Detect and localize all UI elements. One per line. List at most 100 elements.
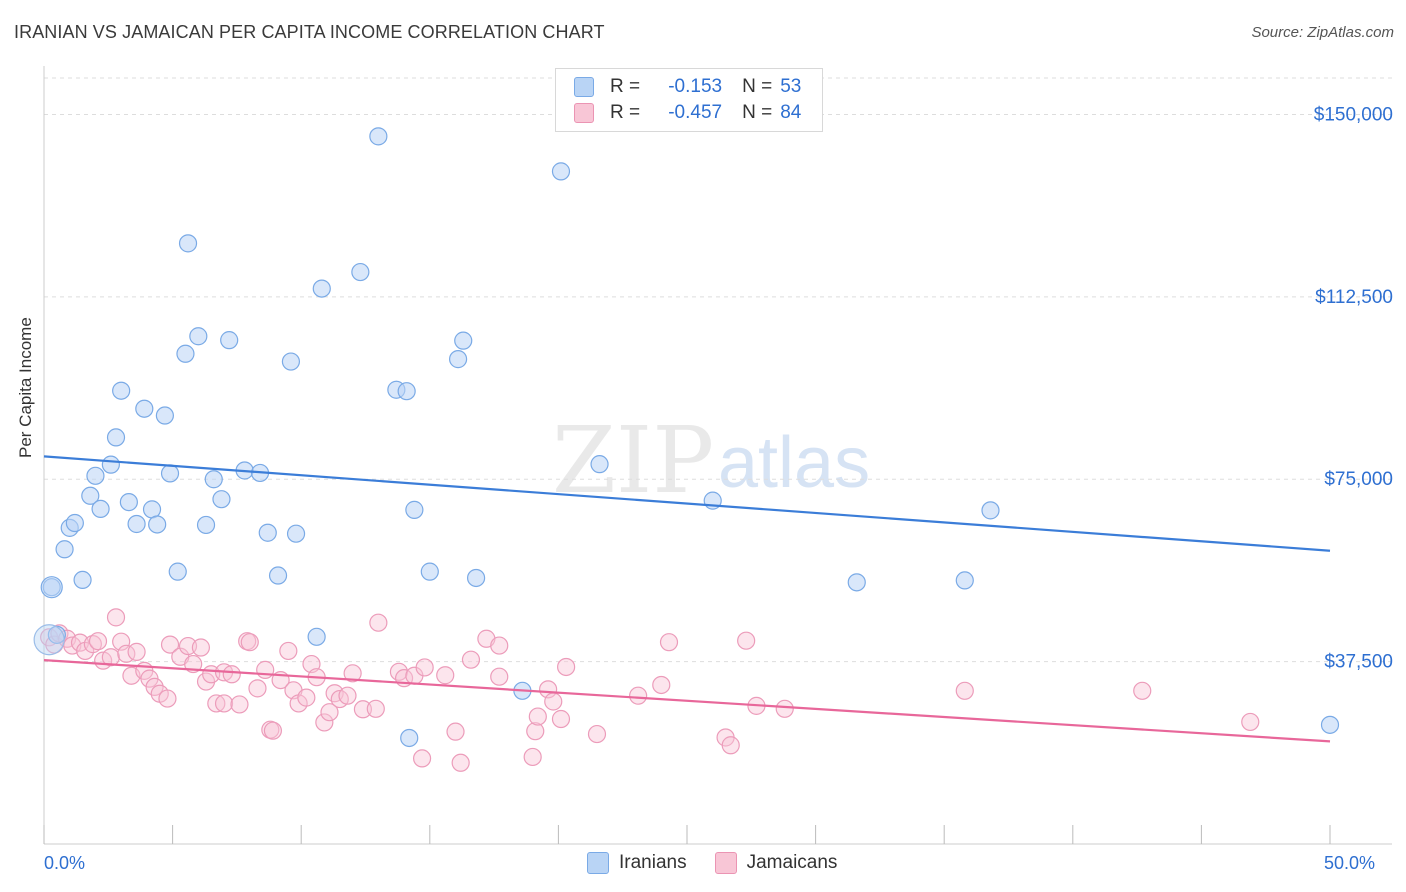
jamaican-point bbox=[775, 699, 794, 718]
jamaican-point bbox=[106, 608, 126, 627]
iranians-swatch bbox=[574, 77, 594, 97]
jamaican-point bbox=[526, 722, 545, 741]
iranian-point bbox=[212, 490, 231, 509]
iranian-point bbox=[160, 464, 180, 483]
jamaican-point bbox=[490, 667, 509, 686]
iranian-point bbox=[91, 499, 110, 519]
jamaicans-trend-line bbox=[43, 659, 1331, 743]
iranian-point bbox=[196, 515, 216, 535]
jamaican-point bbox=[366, 699, 385, 718]
iranian-point bbox=[33, 624, 65, 656]
jamaican-point bbox=[248, 679, 267, 698]
jamaicans-swatch bbox=[574, 103, 594, 123]
iranian-point bbox=[847, 573, 866, 592]
iranian-point bbox=[307, 627, 326, 646]
source-label: Source: ZipAtlas.com bbox=[1251, 24, 1394, 41]
iranian-point bbox=[73, 570, 92, 590]
iranian-point bbox=[454, 331, 473, 350]
jamaican-point bbox=[587, 724, 607, 744]
iranian-point bbox=[420, 562, 439, 581]
jamaican-point bbox=[297, 688, 316, 707]
jamaican-point bbox=[369, 613, 388, 632]
iranian-point bbox=[351, 262, 370, 282]
r-value: -0.153 bbox=[668, 76, 723, 97]
iranian-point bbox=[281, 352, 301, 371]
jamaican-point bbox=[127, 642, 146, 661]
iranian-point bbox=[286, 524, 306, 543]
jamaican-point bbox=[83, 635, 102, 654]
jamaican-point bbox=[207, 694, 226, 713]
jamaican-point bbox=[222, 665, 241, 684]
legend-label-iranians: Iranians bbox=[619, 852, 687, 873]
jamaican-point bbox=[551, 709, 571, 729]
jamaican-point bbox=[1241, 712, 1260, 732]
iranian-point bbox=[55, 540, 74, 559]
jamaican-point bbox=[1133, 681, 1152, 700]
jamaican-point bbox=[240, 633, 259, 652]
jamaican-point bbox=[415, 658, 434, 677]
legend-item-iranians[interactable]: Iranians bbox=[587, 852, 687, 874]
stats-legend: R = -0.153 N = 53 R = -0.457 N = 84 bbox=[555, 68, 823, 132]
iranian-point bbox=[397, 382, 416, 401]
iranian-point bbox=[955, 571, 974, 590]
legend-row-iranians: R = -0.153 N = 53 bbox=[574, 75, 801, 99]
jamaican-point bbox=[490, 636, 509, 655]
legend-item-jamaicans[interactable]: Jamaicans bbox=[714, 852, 838, 874]
jamaican-point bbox=[88, 632, 108, 651]
jamaican-point bbox=[629, 686, 648, 705]
iranian-point bbox=[135, 399, 154, 418]
iranian-point bbox=[81, 486, 100, 505]
iranian-point bbox=[312, 279, 331, 298]
iranian-point bbox=[101, 455, 120, 474]
jamaican-point bbox=[230, 695, 249, 714]
iranian-point bbox=[189, 327, 208, 346]
iranian-point bbox=[106, 428, 126, 447]
y-tick-label: $112,500 bbox=[1315, 287, 1393, 308]
r-label: R = bbox=[610, 76, 641, 97]
iranian-point bbox=[466, 568, 486, 588]
r-label: R = bbox=[610, 102, 641, 123]
jamaican-point bbox=[158, 689, 177, 708]
n-label: N = bbox=[742, 102, 773, 123]
legend-row-jamaicans: R = -0.457 N = 84 bbox=[574, 101, 801, 125]
chart-title: IRANIAN VS JAMAICAN PER CAPITA INCOME CO… bbox=[14, 22, 605, 42]
jamaican-point bbox=[101, 648, 120, 667]
n-label: N = bbox=[742, 76, 773, 97]
jamaican-point bbox=[446, 722, 465, 741]
iranian-point bbox=[590, 455, 609, 474]
iranian-point bbox=[204, 470, 223, 489]
jamaican-point bbox=[263, 721, 283, 740]
jamaican-point bbox=[338, 686, 357, 705]
iranian-point bbox=[369, 127, 388, 146]
iranian-point bbox=[981, 501, 1000, 520]
jamaican-point bbox=[160, 635, 180, 654]
n-value: 53 bbox=[780, 76, 802, 97]
jamaican-point bbox=[652, 675, 671, 695]
jamaican-point bbox=[659, 633, 679, 652]
iranian-point bbox=[178, 234, 198, 253]
iranian-point bbox=[268, 566, 288, 585]
jamaican-point bbox=[523, 747, 542, 767]
iranian-point bbox=[400, 728, 419, 748]
jamaican-point bbox=[279, 641, 298, 661]
jamaican-point bbox=[76, 641, 95, 661]
jamaican-point bbox=[315, 713, 334, 732]
iranian-point bbox=[142, 500, 162, 519]
jamaican-point bbox=[557, 657, 576, 677]
jamaican-point bbox=[955, 681, 974, 700]
y-tick-label: $75,000 bbox=[1324, 469, 1393, 490]
iranian-point bbox=[1320, 715, 1340, 734]
jamaican-point bbox=[256, 660, 275, 679]
iranians-trend-line bbox=[43, 455, 1331, 552]
jamaican-point bbox=[528, 707, 547, 726]
r-value: -0.457 bbox=[668, 102, 723, 123]
iranian-point bbox=[65, 513, 84, 533]
y-tick-label: $150,000 bbox=[1314, 104, 1393, 125]
jamaican-point bbox=[191, 638, 210, 657]
iranian-point bbox=[405, 500, 424, 519]
jamaican-point bbox=[737, 631, 756, 650]
iranian-point bbox=[119, 492, 138, 512]
legend-label-jamaicans: Jamaicans bbox=[746, 852, 838, 873]
n-value: 84 bbox=[780, 102, 802, 123]
